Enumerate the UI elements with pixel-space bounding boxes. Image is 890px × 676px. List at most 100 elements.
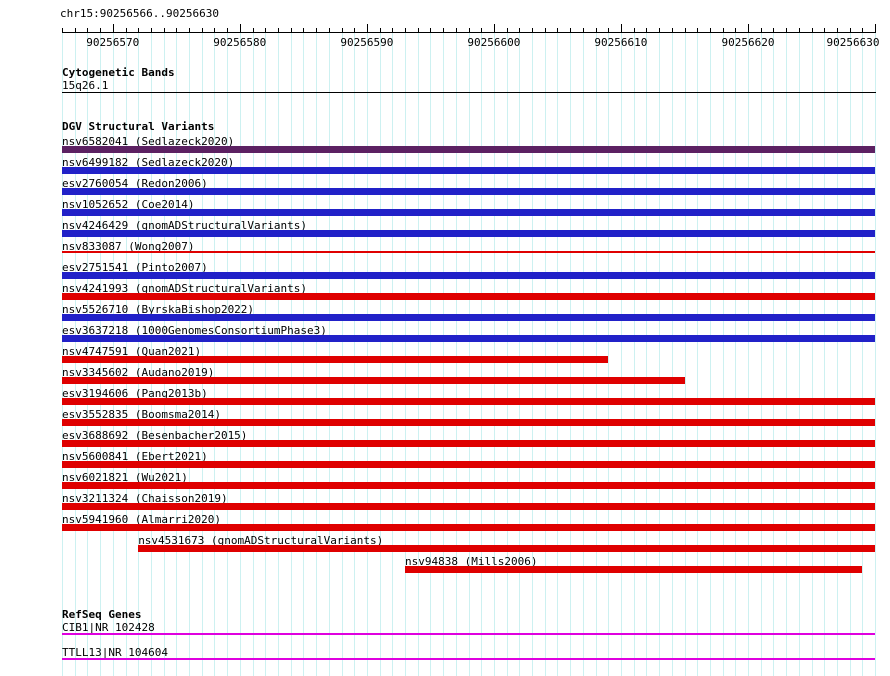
variant-bar[interactable] (62, 461, 875, 468)
variant-label[interactable]: esv2751541 (Pinto2007) (62, 261, 208, 274)
grid-line (87, 32, 89, 676)
variant-bar[interactable] (62, 293, 875, 300)
grid-line (417, 32, 419, 676)
grid-line (278, 32, 279, 676)
grid-line (811, 32, 813, 676)
variant-bar[interactable] (62, 398, 875, 405)
grid-line (786, 32, 788, 676)
ruler-tick (468, 28, 470, 32)
grid-line (506, 32, 508, 676)
variant-bar[interactable] (62, 377, 685, 384)
ruler-tick (379, 28, 381, 32)
variant-bar[interactable] (138, 545, 875, 552)
gene-glyph[interactable] (62, 658, 875, 660)
grid-line (265, 32, 267, 676)
grid-line (709, 32, 711, 676)
variant-bar[interactable] (62, 167, 875, 174)
grid-line (582, 32, 584, 676)
grid-line (798, 32, 800, 676)
section-title-refseq-genes: RefSeq Genes (62, 608, 142, 621)
grid-line (633, 32, 635, 676)
ruler-tick (519, 28, 521, 32)
variant-label[interactable]: nsv5941960 (Almarri2020) (62, 513, 221, 526)
variant-bar[interactable] (62, 146, 875, 153)
grid-line (239, 32, 241, 676)
ruler-tick (557, 28, 559, 32)
gene-label[interactable]: CIB1|NR_102428 (62, 621, 155, 634)
ruler-tick (150, 28, 152, 32)
variant-bar[interactable] (62, 209, 875, 216)
grid-line (227, 32, 229, 676)
variant-bar[interactable] (62, 524, 875, 531)
ruler-tick-label: 90256630 (826, 36, 880, 49)
ruler-tick (646, 28, 648, 32)
gene-label[interactable]: TTLL13|NR_104604 (62, 646, 168, 659)
ruler-tick (189, 28, 190, 32)
variant-bar[interactable] (62, 335, 875, 342)
variant-label[interactable]: nsv3211324 (Chaisson2019) (62, 492, 228, 505)
cytoband-label[interactable]: 15q26.1 (62, 79, 109, 92)
grid-line (519, 32, 521, 676)
variant-bar[interactable] (62, 503, 875, 510)
grid-line (849, 32, 851, 676)
variant-label[interactable]: nsv6021821 (Wu2021) (62, 471, 188, 484)
grid-line (468, 32, 470, 676)
ruler-tick (532, 28, 533, 32)
ruler-tick (252, 28, 254, 32)
variant-bar[interactable] (62, 251, 875, 253)
variant-bar[interactable] (62, 419, 875, 426)
variant-label[interactable]: nsv4246429 (gnomADStructuralVariants) (62, 219, 308, 232)
variant-label[interactable]: nsv833087 (Wong2007) (62, 240, 195, 253)
grid-line (875, 32, 876, 676)
ruler-tick (684, 28, 686, 32)
grid-line (748, 32, 749, 676)
variant-label[interactable]: esv3688692 (Besenbacher2015) (62, 429, 248, 442)
ruler-tick (595, 28, 597, 32)
variant-bar[interactable] (62, 440, 875, 447)
ruler-tick (341, 28, 343, 32)
variant-label[interactable]: esv3552835 (Boomsma2014) (62, 408, 221, 421)
grid-line (659, 32, 660, 676)
variant-label[interactable]: esv3637218 (1000GenomesConsortiumPhase3) (62, 324, 327, 337)
ruler-tick (760, 28, 762, 32)
grid-line (608, 32, 610, 676)
variant-label[interactable]: nsv5600841 (Ebert2021) (62, 450, 208, 463)
variant-label[interactable]: nsv3345602 (Audano2019) (62, 366, 215, 379)
gene-glyph[interactable] (62, 633, 875, 635)
variant-label[interactable]: nsv6499182 (Sedlazeck2020) (62, 156, 235, 169)
ruler-tick (722, 28, 724, 32)
ruler-tick (290, 28, 292, 32)
variant-label[interactable]: nsv4531673 (gnomADStructuralVariants) (138, 534, 384, 547)
variant-label[interactable]: esv2760054 (Redon2006) (62, 177, 208, 190)
ruler-tick (824, 28, 826, 32)
variant-bar[interactable] (405, 566, 863, 573)
grid-line (836, 32, 838, 676)
variant-bar[interactable] (62, 314, 875, 321)
ruler-tick (481, 28, 483, 32)
ruler-tick-label: 90256590 (340, 36, 394, 49)
variant-bar[interactable] (62, 356, 609, 363)
variant-label[interactable]: nsv4241993 (gnomADStructuralVariants) (62, 282, 308, 295)
variant-label[interactable]: nsv5526710 (ByrskaBishop2022) (62, 303, 255, 316)
ruler-tick (582, 28, 584, 32)
variant-bar[interactable] (62, 272, 875, 279)
grid-line (862, 32, 864, 676)
variant-bar[interactable] (62, 482, 875, 489)
grid-line (303, 32, 305, 676)
variant-label[interactable]: nsv6582041 (Sedlazeck2020) (62, 135, 235, 148)
ruler-tick-label: 90256610 (594, 36, 648, 49)
ruler-tick (138, 28, 140, 32)
grid-line (316, 32, 318, 676)
variant-bar[interactable] (62, 230, 875, 237)
ruler-tick (493, 24, 495, 32)
ruler-tick (862, 28, 864, 32)
grid-line (189, 32, 190, 676)
variant-label[interactable]: nsv1052652 (Coe2014) (62, 198, 195, 211)
ruler-tick (328, 28, 330, 32)
variant-label[interactable]: esv3194606 (Pang2013b) (62, 387, 208, 400)
variant-bar[interactable] (62, 188, 875, 195)
variant-label[interactable]: nsv94838 (Mills2006) (405, 555, 538, 568)
variant-label[interactable]: nsv4747591 (Quan2021) (62, 345, 202, 358)
grid-line (163, 32, 165, 676)
